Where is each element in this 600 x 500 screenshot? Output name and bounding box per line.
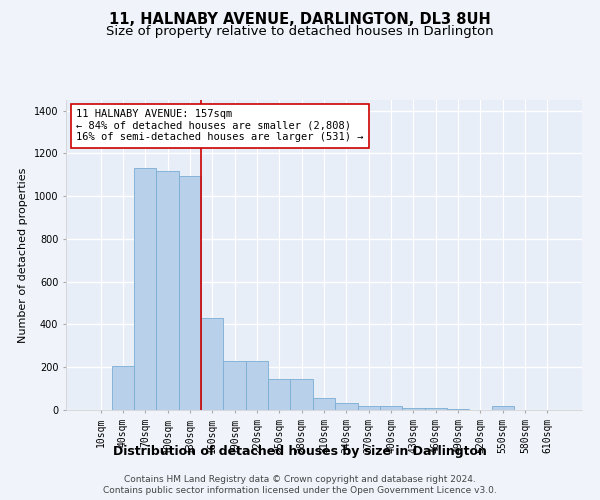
Y-axis label: Number of detached properties: Number of detached properties <box>18 168 28 342</box>
Bar <box>491 406 514 410</box>
Bar <box>402 408 425 410</box>
Bar <box>223 361 246 410</box>
Bar <box>157 170 179 410</box>
Text: Contains HM Land Registry data © Crown copyright and database right 2024.: Contains HM Land Registry data © Crown c… <box>124 475 476 484</box>
Bar <box>179 176 201 410</box>
Text: 11, HALNABY AVENUE, DARLINGTON, DL3 8UH: 11, HALNABY AVENUE, DARLINGTON, DL3 8UH <box>109 12 491 28</box>
Bar <box>358 406 380 410</box>
Bar <box>134 168 157 410</box>
Bar <box>246 361 268 410</box>
Text: 11 HALNABY AVENUE: 157sqm
← 84% of detached houses are smaller (2,808)
16% of se: 11 HALNABY AVENUE: 157sqm ← 84% of detac… <box>76 110 364 142</box>
Text: Contains public sector information licensed under the Open Government Licence v3: Contains public sector information licen… <box>103 486 497 495</box>
Bar <box>425 408 447 410</box>
Bar <box>268 379 290 410</box>
Bar <box>112 366 134 410</box>
Bar <box>380 406 402 410</box>
Text: Distribution of detached houses by size in Darlington: Distribution of detached houses by size … <box>113 444 487 458</box>
Bar <box>201 318 223 410</box>
Bar <box>447 409 469 410</box>
Bar <box>335 402 358 410</box>
Bar <box>290 379 313 410</box>
Bar <box>313 398 335 410</box>
Text: Size of property relative to detached houses in Darlington: Size of property relative to detached ho… <box>106 25 494 38</box>
